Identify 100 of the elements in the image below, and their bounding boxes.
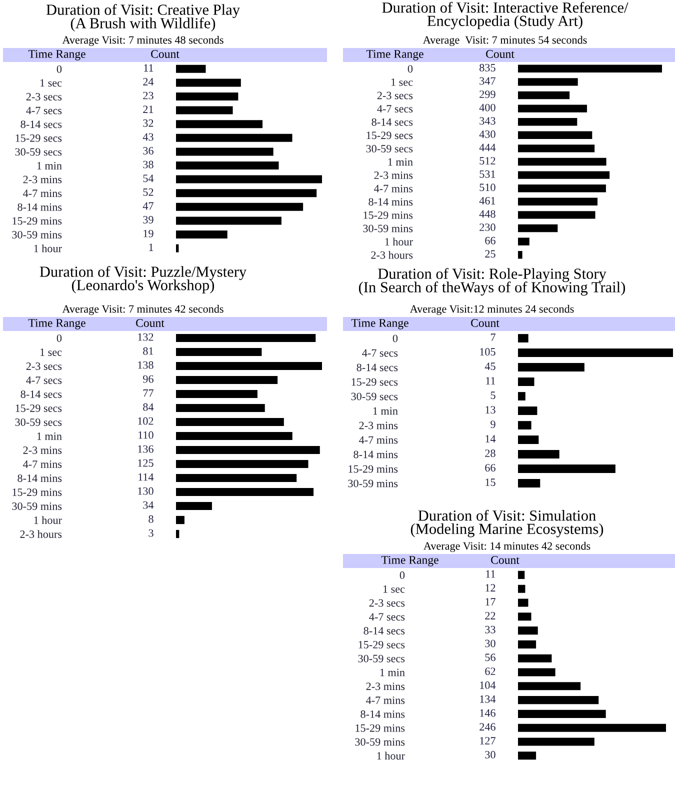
data-label: 9 bbox=[490, 420, 496, 428]
bar bbox=[518, 479, 540, 488]
bar bbox=[518, 171, 610, 179]
bar bbox=[176, 162, 279, 170]
bar bbox=[518, 104, 587, 112]
bar bbox=[518, 224, 558, 232]
bar bbox=[176, 432, 292, 440]
data-label: 45 bbox=[484, 362, 496, 370]
data-label: 66 bbox=[485, 236, 496, 244]
bar bbox=[176, 474, 297, 482]
bar bbox=[176, 376, 278, 384]
data-label: 36 bbox=[143, 147, 154, 154]
y-tick-label: 1 sec bbox=[383, 585, 405, 593]
data-label: 132 bbox=[138, 333, 154, 341]
data-label: 17 bbox=[486, 598, 496, 606]
data-label: 105 bbox=[480, 348, 496, 356]
y-tick-label: 4-7 secs bbox=[26, 376, 62, 384]
y-tick-label: 15-29 secs bbox=[366, 132, 413, 140]
y-tick-label: 15-29 mins bbox=[356, 724, 405, 732]
y-tick-label: 1 sec bbox=[40, 348, 62, 356]
y-tick-label: 4-7 mins bbox=[374, 184, 413, 192]
data-label: 11 bbox=[486, 377, 496, 384]
data-label: 448 bbox=[479, 210, 496, 218]
data-label: 114 bbox=[138, 473, 154, 481]
y-tick-label: 15-29 mins bbox=[364, 211, 413, 219]
data-label: 531 bbox=[480, 170, 496, 178]
data-label: 102 bbox=[138, 417, 154, 425]
bar bbox=[518, 570, 525, 579]
data-label: 34 bbox=[143, 501, 154, 509]
data-label: 444 bbox=[479, 144, 496, 152]
bar bbox=[176, 488, 314, 496]
data-label: 110 bbox=[138, 431, 154, 439]
y-tick-label: 1 sec bbox=[391, 78, 413, 86]
y-tick-label: 8-14 secs bbox=[364, 627, 405, 635]
y-tick-label: 8-14 mins bbox=[354, 450, 398, 458]
y-tick-label: 4-7 mins bbox=[366, 696, 405, 704]
bar bbox=[518, 436, 539, 444]
data-label: 11 bbox=[144, 64, 154, 72]
y-tick-label: 1 min bbox=[388, 158, 413, 166]
y-tick-label: 2-3 mins bbox=[23, 446, 62, 454]
y-tick-label: 2-3 secs bbox=[369, 599, 405, 607]
bar bbox=[176, 134, 292, 142]
data-label: 512 bbox=[480, 157, 496, 165]
y-tick-label: 15-29 mins bbox=[12, 488, 62, 496]
bar bbox=[518, 64, 662, 73]
data-label: 343 bbox=[480, 117, 496, 125]
data-label: 146 bbox=[480, 709, 496, 717]
bar bbox=[518, 250, 522, 259]
bar bbox=[518, 198, 598, 206]
bar bbox=[176, 418, 284, 426]
y-tick-label: 1 hour bbox=[34, 516, 62, 524]
data-label: 62 bbox=[485, 668, 496, 676]
y-tick-label: 1 min bbox=[37, 162, 62, 170]
y-tick-label: 2-3 mins bbox=[23, 176, 62, 184]
y-tick-label: 30-59 secs bbox=[15, 418, 62, 426]
y-tick-label: 30-59 secs bbox=[15, 148, 62, 156]
bar bbox=[176, 92, 238, 100]
bar bbox=[176, 175, 322, 184]
data-label: 19 bbox=[144, 230, 154, 238]
data-label: 47 bbox=[142, 202, 154, 210]
y-tick-label: 30-59 secs bbox=[351, 392, 398, 400]
bar bbox=[176, 189, 317, 198]
bar bbox=[176, 502, 212, 510]
x-axis-title: Count bbox=[151, 50, 180, 58]
y-tick-label: 0 bbox=[408, 65, 413, 73]
y-tick-label: 30-59 secs bbox=[358, 654, 405, 662]
chart-title: Duration of Visit: Interactive Reference/ Encyclopedia (Study Art) bbox=[382, 2, 628, 30]
bar bbox=[176, 106, 233, 114]
bar bbox=[176, 362, 322, 370]
y-tick-label: 30-59 mins bbox=[355, 738, 405, 746]
data-label: 28 bbox=[485, 450, 496, 458]
data-label: 127 bbox=[480, 737, 496, 744]
chart-subtitle: Average Visit: 14 minutes 42 seconds bbox=[424, 542, 590, 552]
y-axis-title: Time Range bbox=[381, 556, 438, 566]
bar bbox=[518, 348, 673, 357]
bar bbox=[518, 710, 606, 718]
y-tick-label: 4-7 secs bbox=[362, 349, 398, 357]
y-tick-label: 4-7 secs bbox=[377, 105, 413, 113]
data-label: 130 bbox=[138, 487, 154, 495]
bar bbox=[518, 450, 560, 458]
y-tick-label: 1 hour bbox=[385, 238, 413, 246]
bar bbox=[518, 131, 592, 140]
data-label: 23 bbox=[143, 92, 154, 100]
bar bbox=[518, 464, 616, 473]
bar bbox=[518, 144, 595, 152]
chart-title: Duration of Visit: Puzzle/Mystery (Leonardo's Workshop) bbox=[40, 266, 247, 294]
bar bbox=[176, 404, 265, 412]
y-tick-label: 1 hour bbox=[34, 244, 62, 252]
bar bbox=[176, 64, 206, 73]
bar bbox=[176, 78, 241, 87]
bar bbox=[518, 406, 538, 415]
y-tick-label: 1 min bbox=[380, 668, 405, 676]
y-tick-label: 4-7 mins bbox=[359, 436, 398, 444]
bar bbox=[176, 390, 258, 398]
y-tick-label: 30-59 secs bbox=[366, 144, 413, 152]
data-label: 54 bbox=[143, 174, 154, 182]
data-label: 134 bbox=[480, 695, 496, 703]
bar bbox=[518, 91, 570, 100]
y-tick-label: 15-29 secs bbox=[16, 134, 62, 142]
bar bbox=[518, 612, 532, 621]
